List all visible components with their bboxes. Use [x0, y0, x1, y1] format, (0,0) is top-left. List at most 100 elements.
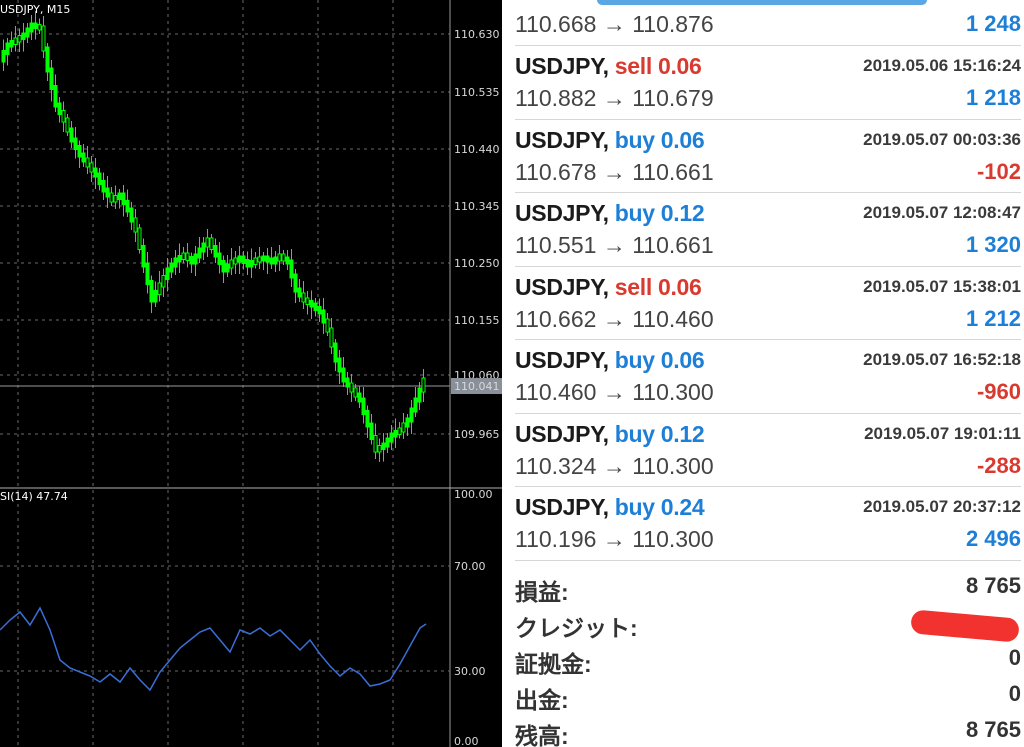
candle-body [17, 35, 22, 43]
deal-symbol: USDJPY, [515, 273, 609, 300]
deal-profit: 1 212 [965, 305, 1021, 331]
deal-row[interactable]: USDJPY, buy 0.06 2019.05.07 00:03:36 110.678… [515, 119, 1021, 193]
deal-profit: -102 [976, 158, 1021, 184]
candle-body [281, 253, 286, 262]
candle-body [309, 300, 314, 308]
deal-volume: 0.24 [660, 494, 705, 520]
candle-body [109, 192, 114, 203]
candle-body [81, 152, 86, 163]
candle-body [269, 257, 274, 265]
price-tick-label: 109.965 [454, 428, 500, 441]
candle-body [1, 50, 6, 63]
summary-balance-label: 残高: [515, 723, 569, 747]
summary-margin-label: 証拠金: [515, 651, 592, 677]
summary-withdrawal-label: 出金: [515, 687, 569, 713]
candle-body [97, 172, 102, 185]
candle-body [57, 102, 62, 115]
price-tick-label: 110.630 [454, 28, 500, 41]
candle-body [117, 192, 122, 200]
candle-body [77, 145, 82, 158]
candle-body [161, 275, 166, 288]
deal-row[interactable]: USDJPY, buy 0.12 2019.05.07 19:01:11 110.324… [515, 413, 1021, 487]
deal-time: 2019.05.07 00:03:36 [863, 129, 1021, 149]
deal-title: USDJPY, sell 0.06 [515, 274, 702, 301]
deal-prices: 110.668 → 110.876 [515, 11, 714, 37]
candle-body [401, 422, 406, 433]
candle-body [393, 430, 398, 438]
candle-body [397, 427, 402, 435]
candle-body [113, 195, 118, 203]
candle-body [9, 40, 14, 48]
candle-body [53, 85, 58, 108]
deal-title: USDJPY, buy 0.12 [515, 421, 705, 448]
deal-row[interactable]: USDJPY, buy 0.12 2019.05.07 12:08:47 110.551… [515, 192, 1021, 267]
deal-row[interactable]: USDJPY, buy 0.24 2019.05.07 20:37:12 110.196… [515, 486, 1021, 561]
redaction-mark [910, 609, 1020, 643]
candle-body [49, 67, 54, 90]
history-panel[interactable]: 110.668 → 110.876 1 248 USDJPY, sell 0.06 2… [515, 0, 1024, 747]
deal-time: 2019.05.07 20:37:12 [863, 497, 1021, 516]
summary-profit-value: 8 765 [965, 573, 1021, 598]
deal-type: buy [614, 126, 655, 153]
deal-time: 2019.05.06 15:16:24 [863, 56, 1021, 75]
candle-body [245, 259, 250, 268]
candle-body [285, 256, 290, 265]
summary-balance: 残高: 8 765 [515, 714, 1021, 747]
deal-row[interactable]: USDJPY, buy 0.06 2019.05.07 16:52:18 110.460… [515, 339, 1021, 414]
candle-body [21, 32, 26, 40]
candle-body [41, 25, 46, 52]
candle-body [249, 260, 254, 268]
candle-body [389, 432, 394, 443]
deal-prices: 110.460 → 110.300 [515, 379, 714, 405]
candle-body [121, 192, 126, 205]
deal-type: buy [614, 494, 655, 520]
current-price-label: 110.041 [454, 380, 500, 393]
candle-body [185, 252, 190, 261]
deal-symbol: USDJPY, [515, 494, 609, 520]
candle-body [33, 22, 38, 29]
candle-body [325, 318, 330, 333]
price-tick-label: 110.250 [454, 257, 500, 270]
deal-time: 2019.05.07 15:38:01 [863, 276, 1021, 296]
candle-body [405, 417, 410, 428]
candle-body [417, 387, 422, 403]
candle-body [157, 282, 162, 295]
candle-body [177, 255, 182, 263]
summary-balance-value: 8 765 [965, 717, 1021, 742]
deal-time: 2019.05.07 12:08:47 [863, 203, 1021, 222]
deal-title: USDJPY, buy 0.06 [515, 126, 705, 154]
summary-withdrawal: 出金: 0 [515, 678, 1021, 714]
price-tick-label: 110.535 [454, 86, 500, 99]
candle-body [153, 290, 158, 303]
candle-body [381, 442, 386, 450]
candle-body [421, 377, 426, 393]
deal-row-partial[interactable]: 110.668 → 110.876 1 248 [515, 0, 1021, 46]
deal-prices: 110.196 → 110.300 [515, 526, 714, 552]
deal-profit: -960 [976, 379, 1021, 404]
summary-profit: 損益: 8 765 [515, 570, 1021, 606]
candle-body [293, 273, 298, 293]
chart-canvas: 110.630 110.535 110.440 110.345 110.250 110.1… [0, 0, 502, 747]
candle-body [317, 306, 322, 315]
price-tick-label: 110.440 [454, 143, 500, 156]
candle-body [257, 256, 262, 263]
deal-volume: 0.06 [660, 347, 705, 373]
deal-type: buy [614, 200, 655, 226]
deal-symbol: USDJPY, [515, 347, 609, 373]
price-tick-label: 110.345 [454, 200, 500, 213]
candle-body [373, 435, 378, 453]
candle-body [385, 437, 390, 448]
candle-body [197, 247, 202, 259]
candle-body [353, 387, 358, 398]
deal-volume: 0.06 [657, 273, 702, 300]
rsi-tick-label: 0.00 [454, 735, 479, 747]
candle-body [37, 24, 42, 31]
deal-row[interactable]: USDJPY, sell 0.06 2019.05.07 15:38:01 110.66… [515, 266, 1021, 340]
candle-body [213, 245, 218, 258]
candle-body [45, 46, 50, 73]
current-price-box [451, 378, 502, 394]
candle-body [73, 137, 78, 150]
candle-body [29, 22, 34, 33]
deal-row[interactable]: USDJPY, sell 0.06 2019.05.06 15:16:24 110.88… [515, 45, 1021, 120]
price-chart[interactable]: 110.630 110.535 110.440 110.345 110.250 110.1… [0, 0, 502, 747]
